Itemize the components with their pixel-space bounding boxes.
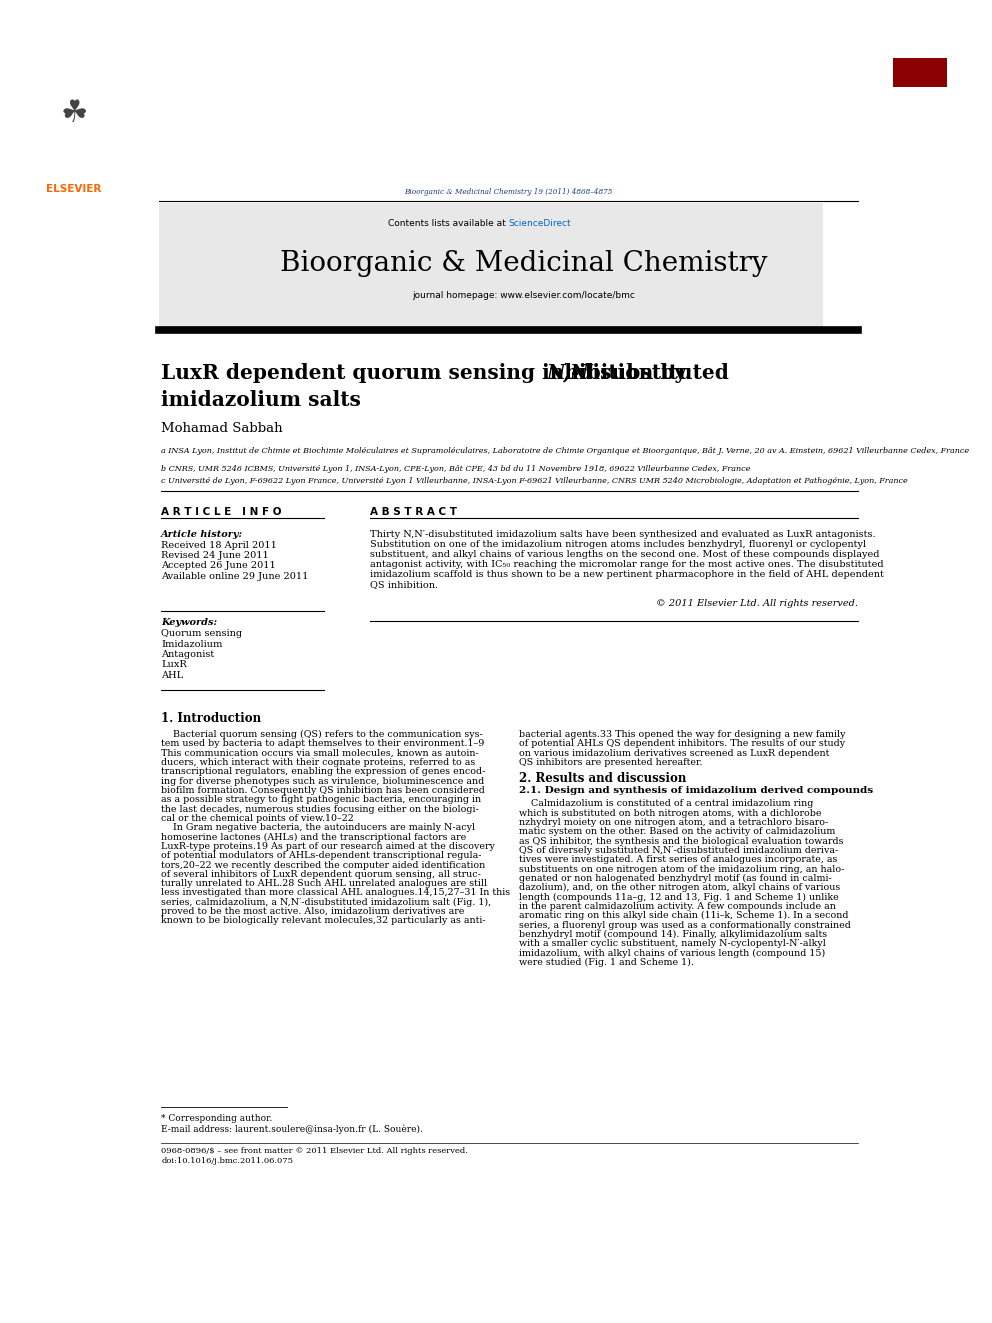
Text: tem used by bacteria to adapt themselves to their environment.1–9: tem used by bacteria to adapt themselves… <box>161 740 484 749</box>
Text: * Corresponding author.: * Corresponding author. <box>161 1114 273 1122</box>
Text: substituents on one nitrogen atom of the imidazolium ring, an halo-: substituents on one nitrogen atom of the… <box>519 865 844 873</box>
Text: Calmidazolium is constituted of a central imidazolium ring: Calmidazolium is constituted of a centra… <box>519 799 813 808</box>
Text: homoserine lactones (AHLs) and the transcriptional factors are: homoserine lactones (AHLs) and the trans… <box>161 832 466 841</box>
Text: E-mail address: laurent.soulere@insa-lyon.fr (L. Souère).: E-mail address: laurent.soulere@insa-lyo… <box>161 1125 423 1134</box>
Text: Available online 29 June 2011: Available online 29 June 2011 <box>161 572 309 581</box>
Text: benzhydryl motif (compound 14). Finally, alkylimidazolium salts: benzhydryl motif (compound 14). Finally,… <box>519 930 827 939</box>
Text: ☘: ☘ <box>61 99 87 128</box>
Text: © 2011 Elsevier Ltd. All rights reserved.: © 2011 Elsevier Ltd. All rights reserved… <box>656 599 858 609</box>
Text: tives were investigated. A first series of analogues incorporate, as: tives were investigated. A first series … <box>519 855 837 864</box>
Text: doi:10.1016/j.bmc.2011.06.075: doi:10.1016/j.bmc.2011.06.075 <box>161 1158 294 1166</box>
Text: In Gram negative bacteria, the autoinducers are mainly N-acyl: In Gram negative bacteria, the autoinduc… <box>161 823 475 832</box>
Text: Substitution on one of the imidazolium nitrogen atoms includes benzhydryl, fluor: Substitution on one of the imidazolium n… <box>370 540 867 549</box>
Text: genated or non halogenated benzhydryl motif (as found in calmi-: genated or non halogenated benzhydryl mo… <box>519 875 832 882</box>
Text: ing for diverse phenotypes such as virulence, bioluminescence and: ing for diverse phenotypes such as virul… <box>161 777 484 786</box>
Text: QS inhibition.: QS inhibition. <box>370 579 438 589</box>
Text: 2. Results and discussion: 2. Results and discussion <box>519 771 686 785</box>
Text: Article history:: Article history: <box>161 531 243 538</box>
Text: c Université de Lyon, F-69622 Lyon France, Université Lyon 1 Villeurbanne, INSA-: c Université de Lyon, F-69622 Lyon Franc… <box>161 476 908 484</box>
Text: aromatic ring on this alkyl side chain (11i–k, Scheme 1). In a second: aromatic ring on this alkyl side chain (… <box>519 912 849 921</box>
Text: Accepted 26 June 2011: Accepted 26 June 2011 <box>161 561 276 570</box>
Text: This communication occurs via small molecules, known as autoin-: This communication occurs via small mole… <box>161 749 479 758</box>
Text: LuxR-type proteins.19 As part of our research aimed at the discovery: LuxR-type proteins.19 As part of our res… <box>161 841 495 851</box>
Text: the last decades, numerous studies focusing either on the biologi-: the last decades, numerous studies focus… <box>161 804 479 814</box>
Text: proved to be the most active. Also, imidazolium derivatives are: proved to be the most active. Also, imid… <box>161 908 464 916</box>
Text: A R T I C L E   I N F O: A R T I C L E I N F O <box>161 507 282 517</box>
Text: Quorum sensing: Quorum sensing <box>161 630 242 638</box>
Text: less investigated than more classical AHL analogues.14,15,27–31 In this: less investigated than more classical AH… <box>161 889 510 897</box>
Text: 0968-0896/$ – see front matter © 2011 Elsevier Ltd. All rights reserved.: 0968-0896/$ – see front matter © 2011 El… <box>161 1147 468 1155</box>
Text: length (compounds 11a–g, 12 and 13, Fig. 1 and Scheme 1) unlike: length (compounds 11a–g, 12 and 13, Fig.… <box>519 893 839 902</box>
Text: bacterial agents.33 This opened the way for designing a new family: bacterial agents.33 This opened the way … <box>519 730 846 740</box>
Text: substituent, and alkyl chains of various lengths on the second one. Most of thes: substituent, and alkyl chains of various… <box>370 550 880 558</box>
Text: known to be biologically relevant molecules,32 particularly as anti-: known to be biologically relevant molecu… <box>161 917 486 926</box>
Bar <box>893 58 947 87</box>
Text: which is substituted on both nitrogen atoms, with a dichlorobe: which is substituted on both nitrogen at… <box>519 808 821 818</box>
Text: nzhydryl moiety on one nitrogen atom, and a tetrachloro bisaro-: nzhydryl moiety on one nitrogen atom, an… <box>519 818 828 827</box>
Text: dazolium), and, on the other nitrogen atom, alkyl chains of various: dazolium), and, on the other nitrogen at… <box>519 884 840 893</box>
Text: Revised 24 June 2011: Revised 24 June 2011 <box>161 552 269 560</box>
Text: Bioorganic & Medicinal Chemistry: Bioorganic & Medicinal Chemistry <box>280 250 768 277</box>
Text: cal or the chemical points of view.10–22: cal or the chemical points of view.10–22 <box>161 814 354 823</box>
Text: matic system on the other. Based on the activity of calmidazolium: matic system on the other. Based on the … <box>519 827 835 836</box>
Text: Antagonist: Antagonist <box>161 650 214 659</box>
Text: series, calmidazolium, a N,N′-disubstituted imidazolium salt (Fig. 1),: series, calmidazolium, a N,N′-disubstitu… <box>161 898 491 908</box>
Text: imidazolium scaffold is thus shown to be a new pertinent pharmacophore in the fi: imidazolium scaffold is thus shown to be… <box>370 570 884 579</box>
Text: ScienceDirect: ScienceDirect <box>509 218 571 228</box>
Text: Bacterial quorum sensing (QS) refers to the communication sys-: Bacterial quorum sensing (QS) refers to … <box>161 730 483 740</box>
Text: Keywords:: Keywords: <box>161 618 217 627</box>
Text: transcriptional regulators, enabling the expression of genes encod-: transcriptional regulators, enabling the… <box>161 767 485 777</box>
Text: LuxR dependent quorum sensing inhibition by: LuxR dependent quorum sensing inhibition… <box>161 363 693 382</box>
Text: Contents lists available at: Contents lists available at <box>388 218 509 228</box>
Text: of potential modulators of AHLs-dependent transcriptional regula-: of potential modulators of AHLs-dependen… <box>161 851 482 860</box>
Text: ELSEVIER: ELSEVIER <box>47 184 102 194</box>
Text: tors,20–22 we recently described the computer aided identification: tors,20–22 we recently described the com… <box>161 860 485 869</box>
Text: Bioorganic & Medicinal Chemistry 19 (2011) 4868–4875: Bioorganic & Medicinal Chemistry 19 (201… <box>404 188 613 196</box>
Text: LuxR: LuxR <box>161 660 186 669</box>
Text: a INSA Lyon, Institut de Chimie et Biochimie Moléculaires et Supramoléculaires, : a INSA Lyon, Institut de Chimie et Bioch… <box>161 447 969 455</box>
Text: of several inhibitors of LuxR dependent quorum sensing, all struc-: of several inhibitors of LuxR dependent … <box>161 869 481 878</box>
Text: ducers, which interact with their cognate proteins, referred to as: ducers, which interact with their cognat… <box>161 758 475 767</box>
Text: Bioorganic & Medicinal
Chemistry: Bioorganic & Medicinal Chemistry <box>891 114 949 124</box>
Text: N,N′: N,N′ <box>547 363 594 382</box>
Text: Mohamad Sabbah: Mohamad Sabbah <box>161 422 283 435</box>
Text: of potential AHLs QS dependent inhibitors. The results of our study: of potential AHLs QS dependent inhibitor… <box>519 740 845 749</box>
Text: A B S T R A C T: A B S T R A C T <box>370 507 457 517</box>
Text: Received 18 April 2011: Received 18 April 2011 <box>161 541 277 549</box>
Text: QS inhibitors are presented hereafter.: QS inhibitors are presented hereafter. <box>519 758 702 767</box>
Text: AHL: AHL <box>161 671 184 680</box>
Text: -disubstituted: -disubstituted <box>571 363 730 382</box>
Text: as QS inhibitor, the synthesis and the biological evaluation towards: as QS inhibitor, the synthesis and the b… <box>519 836 844 845</box>
Text: journal homepage: www.elsevier.com/locate/bmc: journal homepage: www.elsevier.com/locat… <box>413 291 635 300</box>
Text: Imidazolium: Imidazolium <box>161 639 222 648</box>
Text: with a smaller cyclic substituent, namely N-cyclopentyl-N′-alkyl: with a smaller cyclic substituent, namel… <box>519 939 826 949</box>
Text: Thirty N,N′-disubstituted imidazolium salts have been synthesized and evaluated : Thirty N,N′-disubstituted imidazolium sa… <box>370 531 876 538</box>
Text: 1. Introduction: 1. Introduction <box>161 712 261 725</box>
Text: in the parent calmidazolium activity. A few compounds include an: in the parent calmidazolium activity. A … <box>519 902 836 912</box>
Text: biofilm formation. Consequently QS inhibition has been considered: biofilm formation. Consequently QS inhib… <box>161 786 485 795</box>
Text: were studied (Fig. 1 and Scheme 1).: were studied (Fig. 1 and Scheme 1). <box>519 958 694 967</box>
Text: series, a fluorenyl group was used as a conformationally constrained: series, a fluorenyl group was used as a … <box>519 921 851 930</box>
Text: imidazolium, with alkyl chains of various length (compound 15): imidazolium, with alkyl chains of variou… <box>519 949 825 958</box>
Text: b CNRS, UMR 5246 ICBMS, Université Lyon 1, INSA-Lyon, CPE-Lyon, Bât CPE, 43 bd d: b CNRS, UMR 5246 ICBMS, Université Lyon … <box>161 466 751 474</box>
Text: on various imidazolium derivatives screened as LuxR dependent: on various imidazolium derivatives scree… <box>519 749 829 758</box>
Bar <box>159 202 823 328</box>
Text: as a possible strategy to fight pathogenic bacteria, encouraging in: as a possible strategy to fight pathogen… <box>161 795 481 804</box>
Text: 2.1. Design and synthesis of imidazolium derived compounds: 2.1. Design and synthesis of imidazolium… <box>519 786 873 795</box>
Text: QS of diversely substituted N,N′-disubstituted imidazolium deriva-: QS of diversely substituted N,N′-disubst… <box>519 845 838 855</box>
Text: imidazolium salts: imidazolium salts <box>161 390 361 410</box>
Text: turally unrelated to AHL.28 Such AHL unrelated analogues are still: turally unrelated to AHL.28 Such AHL unr… <box>161 880 487 888</box>
Text: antagonist activity, with IC₅₀ reaching the micromolar range for the most active: antagonist activity, with IC₅₀ reaching … <box>370 560 884 569</box>
